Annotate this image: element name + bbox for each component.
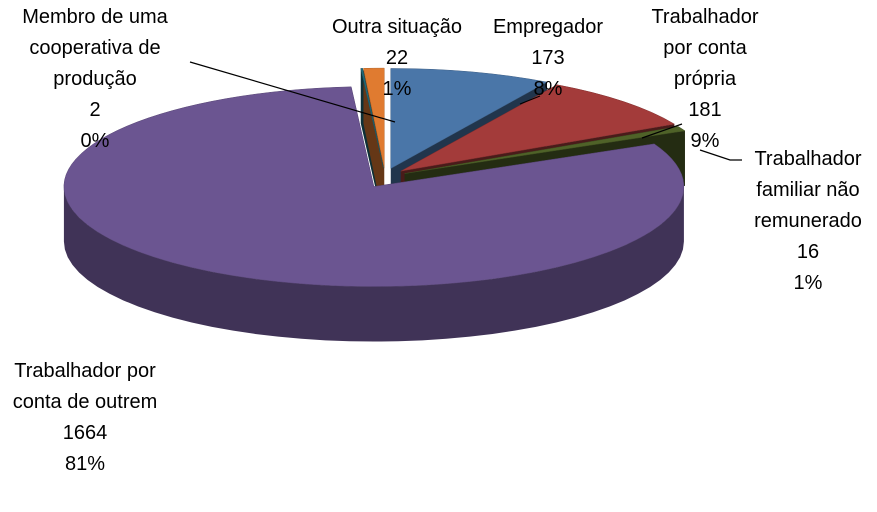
- label-value: 16: [796, 241, 820, 263]
- leader-line: [519, 95, 541, 105]
- leader-line: [641, 123, 683, 139]
- leader-line: [699, 149, 742, 161]
- slices: [63, 67, 686, 342]
- slice: [63, 86, 685, 287]
- data-label: Membro de uma cooperativa de produção 2 0%: [0, 2, 190, 157]
- label-value: 22: [385, 47, 409, 69]
- label-name: Trabalhador por conta de outrem: [12, 360, 158, 413]
- label-name: Trabalhador por conta própria: [651, 6, 759, 90]
- data-label: Trabalhador por conta própria 181 9%: [635, 2, 775, 157]
- label-percent: 1%: [382, 78, 412, 100]
- label-value: 173: [531, 47, 565, 69]
- data-label: Trabalhador por conta de outrem 1664 81%: [0, 356, 170, 480]
- label-percent: 81%: [64, 453, 106, 475]
- slice-edge: [363, 68, 385, 224]
- data-label: Empregador 173 8%: [478, 12, 618, 105]
- leader-lines: [189, 61, 742, 161]
- label-percent: 9%: [690, 130, 720, 152]
- label-name: Membro de uma cooperativa de produção: [22, 6, 168, 90]
- label-value: 1664: [62, 422, 108, 444]
- label-value: 2: [89, 99, 101, 121]
- slice: [404, 126, 686, 174]
- data-label: Outra situação 22 1%: [312, 12, 482, 105]
- slice: [400, 84, 676, 172]
- slice-side: [63, 186, 684, 342]
- label-percent: 1%: [793, 272, 823, 294]
- label-percent: 0%: [80, 130, 110, 152]
- slice: [360, 68, 384, 169]
- label-name: Outra situação: [331, 16, 463, 38]
- label-name: Empregador: [492, 16, 604, 38]
- slice: [363, 67, 385, 169]
- leader-line: [189, 61, 396, 123]
- data-label: Trabalhador familiar não remunerado 16 1%: [733, 144, 877, 299]
- label-name: Trabalhador familiar não remunerado: [754, 148, 862, 232]
- label-percent: 8%: [533, 78, 563, 100]
- slice: [390, 68, 548, 169]
- label-value: 181: [688, 99, 722, 121]
